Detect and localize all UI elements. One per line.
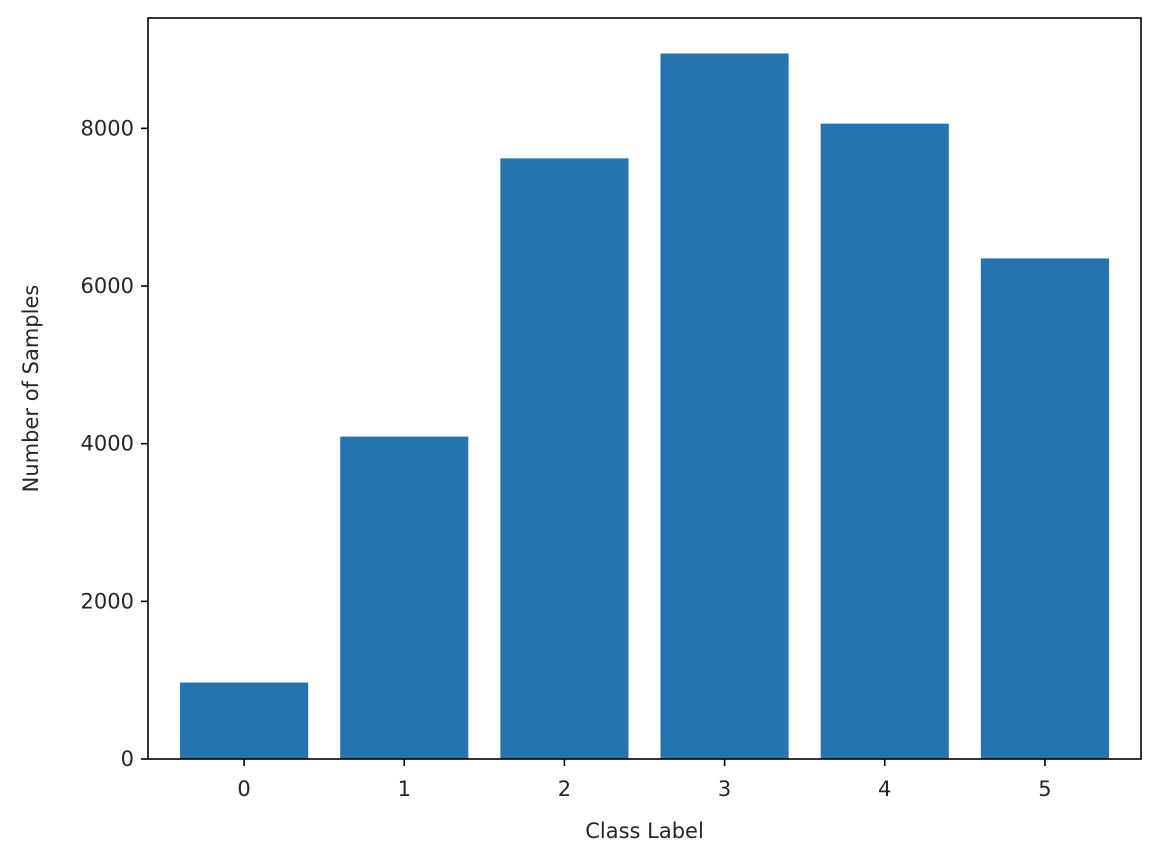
x-tick-label: 2 (558, 777, 571, 801)
y-axis-ticks: 0 2000 4000 6000 8000 (81, 116, 148, 771)
bar-3 (660, 53, 789, 760)
y-tick-label: 0 (121, 747, 134, 771)
bar-0 (180, 682, 309, 759)
x-axis-title: Class Label (585, 819, 704, 843)
x-tick-label: 3 (718, 777, 731, 801)
bar-5 (980, 258, 1109, 759)
x-tick-label: 1 (398, 777, 411, 801)
y-axis-title: Number of Samples (19, 285, 43, 493)
x-tick-label: 4 (878, 777, 891, 801)
bar-1 (340, 436, 469, 759)
y-tick-label: 4000 (81, 432, 134, 456)
x-axis-ticks: 0 1 2 3 4 5 (237, 759, 1052, 801)
bars-group (180, 53, 1109, 760)
x-tick-label: 0 (237, 777, 250, 801)
x-tick-label: 5 (1038, 777, 1051, 801)
y-tick-label: 2000 (81, 589, 134, 613)
y-tick-label: 6000 (81, 274, 134, 298)
bar-2 (500, 158, 629, 759)
plot-frame (147, 17, 1142, 760)
bar-4 (820, 123, 949, 760)
y-tick-label: 8000 (81, 116, 134, 140)
